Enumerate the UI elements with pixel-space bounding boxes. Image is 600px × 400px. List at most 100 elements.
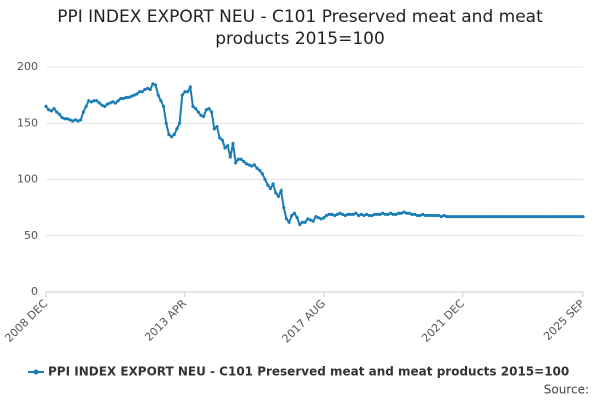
point (431, 213, 435, 218)
x-tick-label: 2021 DEC (419, 297, 467, 345)
point (319, 217, 323, 221)
point (169, 135, 174, 139)
point (242, 159, 246, 164)
point (292, 211, 297, 215)
point (405, 211, 409, 215)
point (375, 212, 379, 216)
point (402, 210, 406, 214)
point (121, 96, 126, 101)
y-tick-label: 0 (31, 285, 38, 298)
point (447, 215, 452, 219)
point (135, 92, 139, 96)
point (576, 215, 580, 219)
point (79, 118, 83, 122)
point (442, 213, 446, 218)
chart-title: PPI INDEX EXPORT NEU - C101 Preserved me… (57, 7, 543, 49)
point (530, 215, 534, 219)
source: Source: (544, 383, 589, 397)
point (65, 117, 69, 121)
point (373, 212, 377, 216)
point (535, 215, 540, 219)
point (76, 119, 80, 123)
point (49, 109, 53, 113)
point (124, 95, 128, 99)
point (514, 215, 518, 219)
point (196, 110, 200, 114)
point (466, 215, 470, 219)
point (116, 99, 120, 103)
point (511, 215, 516, 219)
point (84, 104, 88, 108)
point (562, 215, 566, 219)
point (202, 114, 206, 119)
point (159, 99, 163, 103)
point (185, 90, 190, 94)
point (463, 215, 468, 219)
point (570, 215, 574, 219)
point (194, 107, 198, 111)
point (330, 212, 334, 216)
point (458, 215, 462, 219)
point (207, 107, 211, 111)
point (223, 146, 227, 150)
point (474, 215, 478, 219)
point (359, 212, 363, 216)
point (183, 90, 187, 94)
point (210, 110, 214, 114)
point (552, 215, 556, 219)
point (381, 211, 385, 215)
point (386, 212, 390, 216)
point (164, 121, 168, 125)
point (354, 211, 358, 215)
point (239, 157, 243, 161)
point (471, 215, 476, 219)
point (557, 215, 561, 219)
point (156, 93, 160, 97)
point (153, 83, 158, 87)
point (234, 161, 238, 165)
point (519, 215, 524, 219)
point (495, 215, 500, 219)
point (63, 117, 67, 121)
point (450, 215, 454, 219)
point (274, 191, 278, 195)
y-tick-label: 50 (24, 229, 38, 242)
y-tick-label: 150 (17, 116, 38, 129)
point (266, 183, 270, 187)
point (391, 212, 395, 216)
point (298, 222, 302, 227)
point (415, 213, 419, 218)
point (573, 215, 577, 219)
point (89, 100, 94, 104)
point (327, 212, 331, 216)
point (276, 194, 281, 198)
point (295, 216, 299, 220)
point (445, 215, 449, 219)
point (199, 113, 203, 117)
point (316, 216, 321, 220)
point (332, 213, 337, 218)
point (578, 215, 582, 219)
point (172, 132, 176, 137)
point (343, 213, 347, 218)
point (161, 104, 166, 108)
point (236, 157, 240, 161)
point (477, 215, 481, 219)
point (418, 213, 422, 218)
point (469, 215, 473, 219)
point (52, 107, 56, 111)
point (389, 211, 393, 215)
point (228, 155, 232, 159)
point (92, 99, 96, 103)
point (180, 93, 184, 97)
point (367, 213, 371, 218)
point (533, 215, 537, 219)
point (429, 213, 433, 218)
x-tick-label: 2025 SEP (541, 297, 587, 343)
point (73, 118, 77, 122)
point (226, 144, 230, 148)
point (370, 213, 374, 218)
point (260, 172, 265, 176)
